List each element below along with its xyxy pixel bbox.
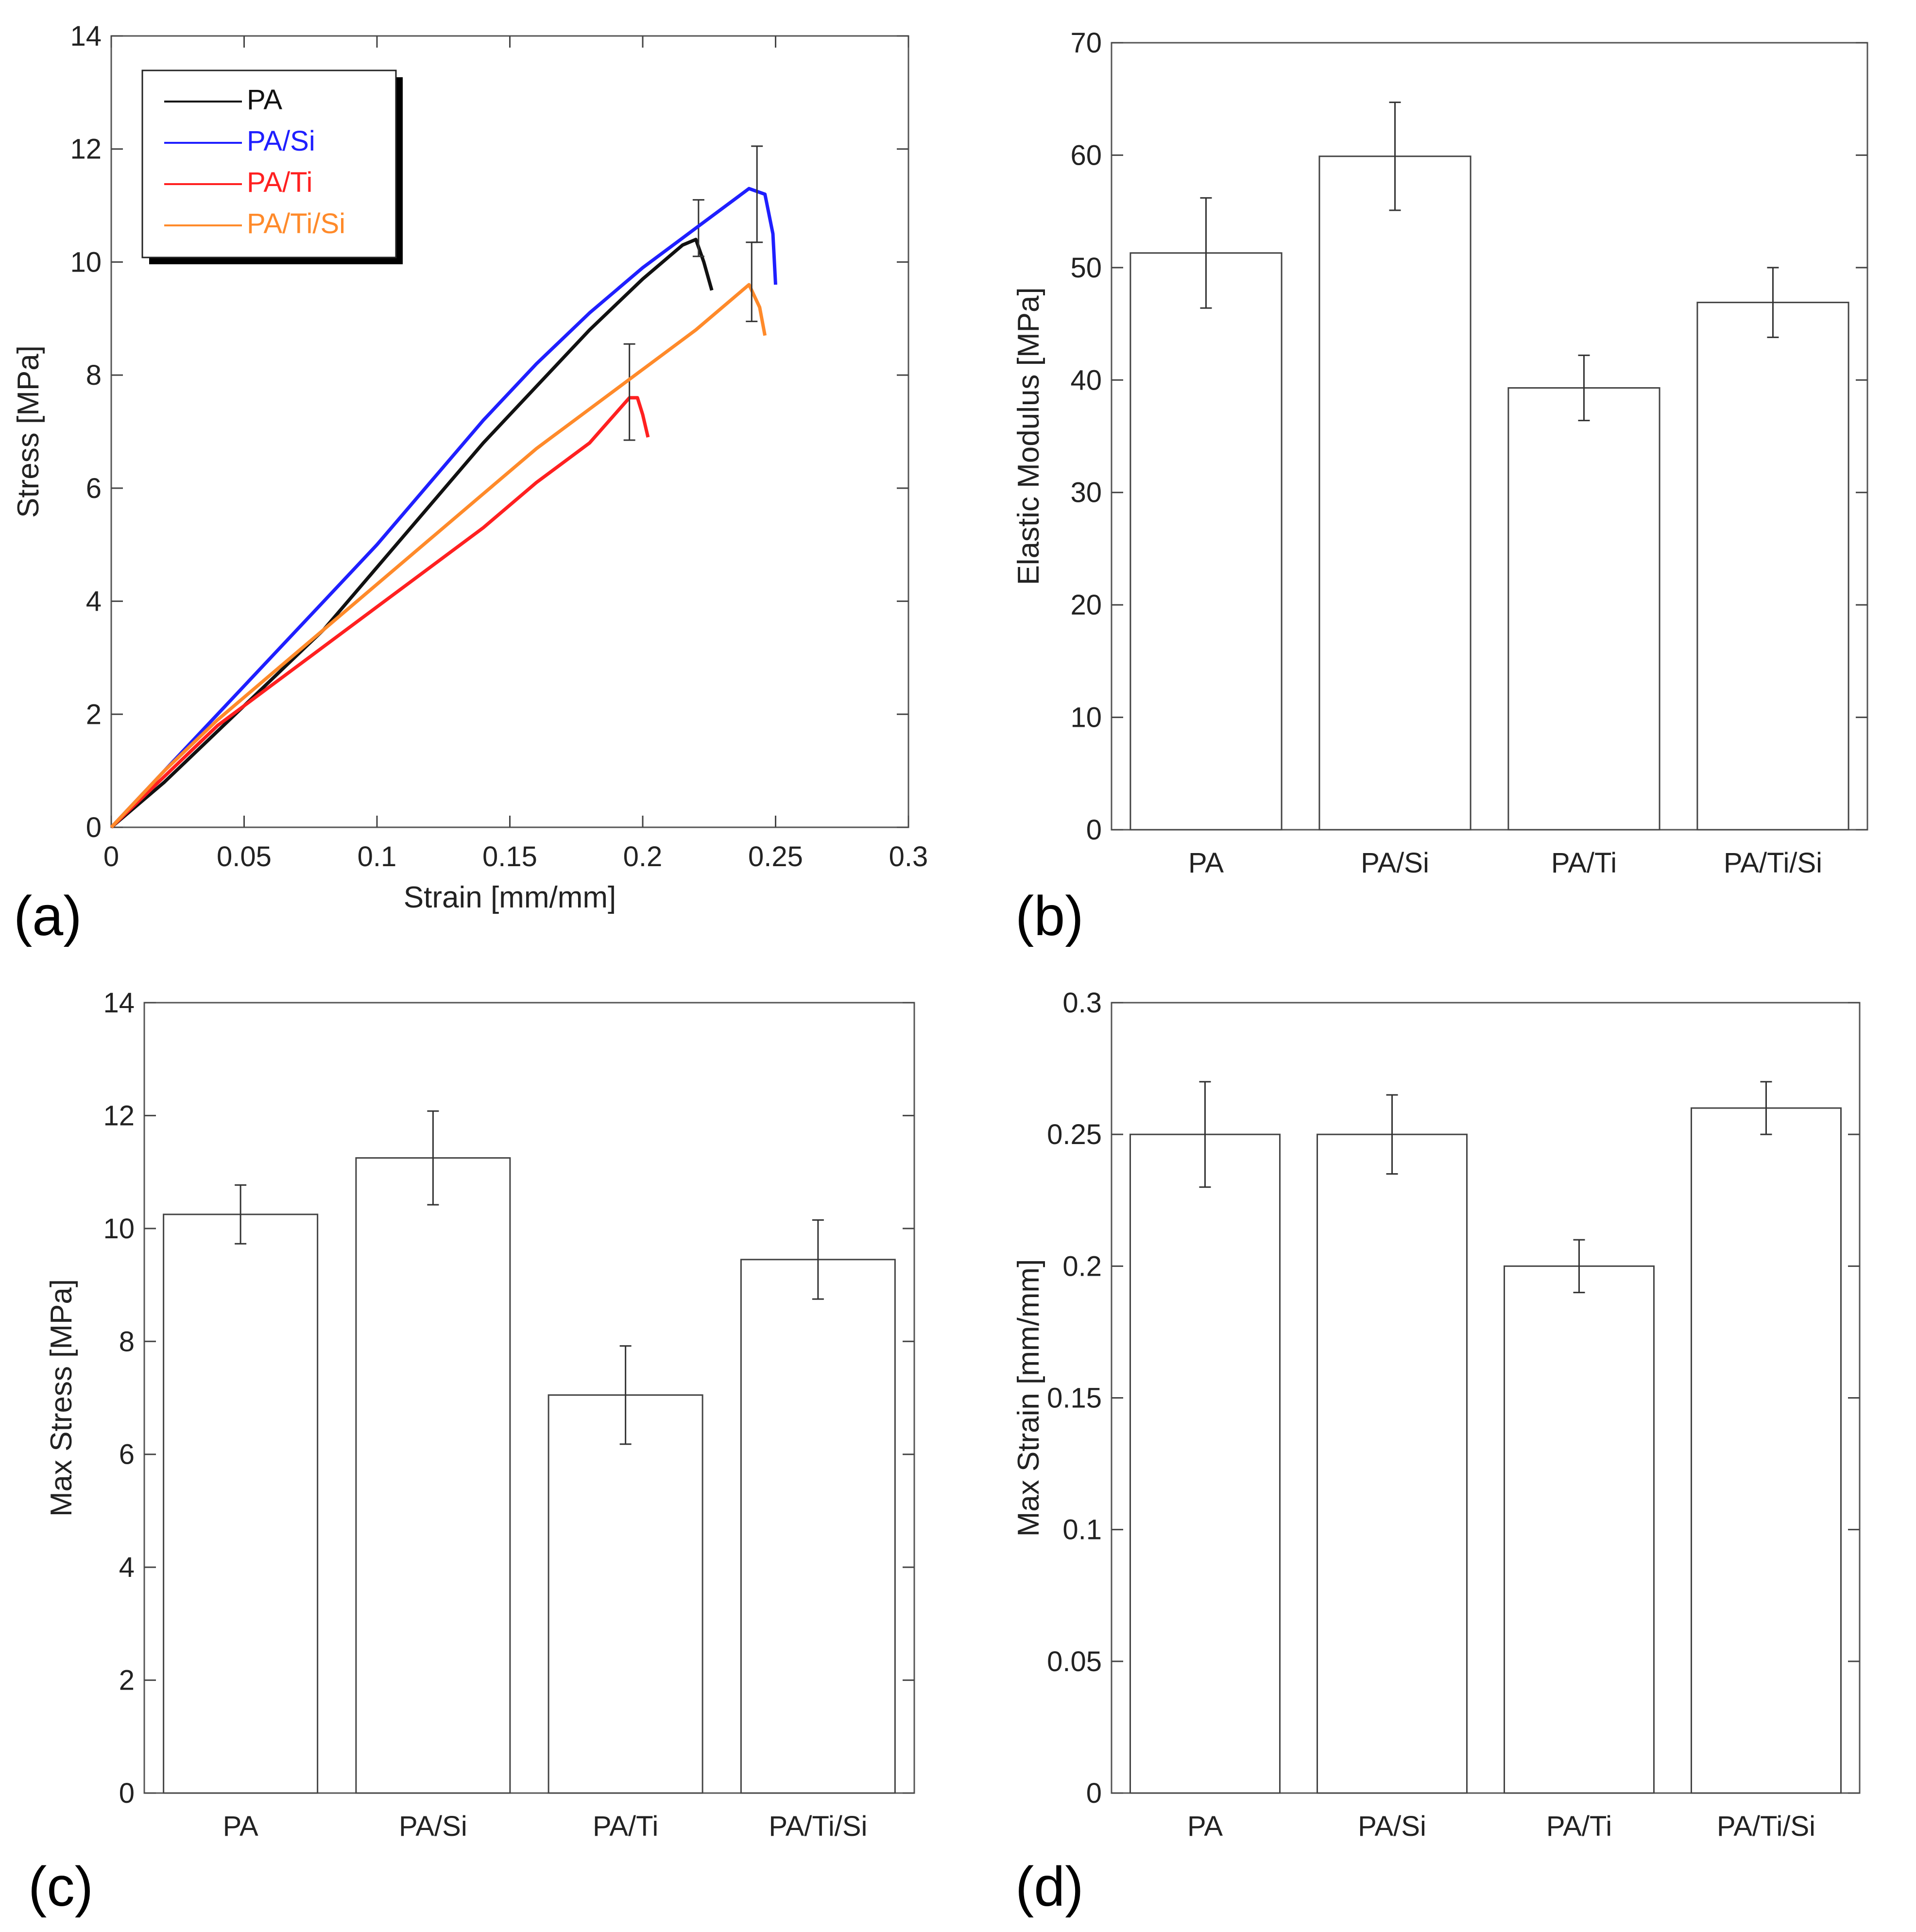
chart-d-bar: [1691, 1107, 1842, 1794]
chart-d-ytick-label: 0.15: [1047, 1383, 1102, 1414]
elastic-modulus-chart: 0 10 20 30 40 50 60 70 Elastic Modulus [MPa] PA PA…: [1012, 27, 1868, 879]
chart-b-ytick-label: 20: [1070, 589, 1102, 621]
chart-d-ytick-label: 0.05: [1047, 1646, 1102, 1677]
chart-d-ytick-label: 0.2: [1062, 1250, 1102, 1282]
chart-b-ytick-label: 0: [1086, 814, 1102, 846]
chart-a-xtick-label: 0.15: [482, 841, 537, 872]
chart-a-ytick-label: 2: [86, 699, 102, 730]
panel-letter-layer: (d): [1015, 1856, 1084, 1918]
chart-b-ylabel: Elastic Modulus [MPa]: [1012, 287, 1045, 585]
chart-d-bar: [1317, 1133, 1468, 1794]
chart-a-ytick-label: 14: [70, 20, 102, 52]
chart-c-ytick-label: 4: [119, 1552, 135, 1583]
panel-letter-a: (a): [14, 885, 82, 947]
chart-d-bar: [1129, 1133, 1281, 1794]
chart-b-ytick-label: 30: [1070, 477, 1102, 509]
chart-c-ytick-label: 14: [103, 987, 135, 1019]
panel-max-stress: 0 2 4 6 8 10 12 14 Max Stress [MPa] PA PA/Si PA/Ti P…: [0, 966, 958, 1932]
chart-b-bar: [1318, 155, 1471, 831]
series-line: [110, 283, 767, 829]
legend-entry: PA/Ti: [247, 167, 312, 198]
chart-a-ytick-label: 8: [86, 359, 102, 391]
chart-c-category-label: PA/Si: [399, 1811, 467, 1842]
chart-b-bar: [1507, 387, 1660, 831]
chart-d-ytick-label: 0.3: [1062, 987, 1102, 1019]
chart-a-xlabel: Strain [mm/mm]: [404, 881, 616, 914]
chart-c-category-label: PA/Ti/Si: [769, 1811, 867, 1842]
chart-b-ytick-label: 70: [1070, 27, 1102, 59]
chart-a-ytick-label: 0: [86, 812, 102, 843]
chart-a-ytick-label: 6: [86, 473, 102, 504]
max-strain-chart: 0 0.05 0.1 0.15 0.2 0.25 0.3 Max Strain [mm/mm]…: [1012, 987, 1861, 1842]
chart-c-bar: [547, 1394, 703, 1794]
chart-a-ytick-label: 10: [70, 246, 102, 278]
chart-c-ytick-label: 10: [103, 1213, 135, 1245]
chart-d-category-label: PA/Si: [1358, 1811, 1426, 1842]
chart-c-bar: [740, 1259, 896, 1794]
chart-b-category-label: PA/Ti/Si: [1724, 847, 1822, 879]
chart-b-ytick-label: 40: [1070, 364, 1102, 396]
chart-b-plot-frame: [1111, 42, 1868, 831]
chart-b-bar: [1696, 302, 1849, 831]
panel-letter-layer: (b): [1015, 885, 1084, 947]
chart-d-category-label: PA/Ti: [1546, 1811, 1612, 1842]
chart-c-category-label: PA/Ti: [593, 1811, 658, 1842]
chart-a-xtick-label: 0.05: [217, 841, 272, 872]
chart-c-plot-frame: [143, 1002, 915, 1794]
chart-b-category-label: PA/Ti: [1551, 847, 1617, 879]
chart-a-ytick-label: 12: [70, 134, 102, 165]
chart-c-ytick-label: 8: [119, 1326, 135, 1357]
panel-max-strain: 0 0.05 0.1 0.15 0.2 0.25 0.3 Max Strain [mm/mm]…: [958, 966, 1916, 1932]
chart-b-ytick-label: 50: [1070, 252, 1102, 284]
chart-c-bar: [163, 1214, 319, 1794]
panel-letter-layer: (c): [28, 1856, 93, 1918]
chart-d-bar: [1504, 1265, 1655, 1794]
series-line: [110, 396, 650, 829]
chart-d-ytick-label: 0: [1086, 1778, 1102, 1809]
chart-a-xtick-label: 0: [103, 841, 119, 872]
chart-c-category-label: PA: [223, 1811, 258, 1842]
chart-d-ytick-label: 0.25: [1047, 1119, 1102, 1150]
chart-c-ytick-label: 6: [119, 1439, 135, 1470]
chart-d-ylabel: Max Strain [mm/mm]: [1012, 1259, 1045, 1537]
stress-strain-chart: 0 2 4 6 8 10 12 14 Stress [MPa] 0 0.05 0.1 0.15 0.2 0.…: [12, 20, 928, 914]
legend-entry: PA/Si: [247, 125, 315, 157]
chart-a-xtick-label: 0.25: [748, 841, 803, 872]
chart-a-ytick-label: 4: [86, 586, 102, 617]
chart-b-ytick-label: 10: [1070, 702, 1102, 734]
chart-c-ytick-label: 2: [119, 1665, 135, 1696]
chart-d-category-label: PA/Ti/Si: [1717, 1811, 1815, 1842]
chart-b-category-label: PA: [1188, 847, 1224, 879]
panel-stress-strain: 0 2 4 6 8 10 12 14 Stress [MPa] 0 0.05 0.1 0.15 0.2 0.…: [0, 0, 958, 966]
chart-d-ytick-label: 0.1: [1062, 1514, 1102, 1546]
chart-a-xtick-label: 0.2: [623, 841, 663, 872]
chart-b-category-label: PA/Si: [1361, 847, 1429, 879]
panel-elastic-modulus: 0 10 20 30 40 50 60 70 Elastic Modulus [MPa] PA PA…: [958, 0, 1916, 966]
chart-a-xtick-label: 0.3: [889, 841, 928, 872]
chart-c-ytick-label: 0: [119, 1778, 135, 1809]
chart-a-xtick-label: 0.1: [358, 841, 397, 872]
legend-entry: PA: [247, 84, 282, 116]
max-stress-chart: 0 2 4 6 8 10 12 14 Max Stress [MPa] PA PA/Si PA/Ti P…: [45, 987, 915, 1842]
panel-letter-layer: (a): [14, 885, 82, 947]
chart-c-ylabel: Max Stress [MPa]: [45, 1279, 78, 1517]
chart-a-ylabel: Stress [MPa]: [12, 345, 45, 518]
chart-b-bar: [1129, 252, 1283, 831]
chart-c-ytick-label: 12: [103, 1100, 135, 1131]
legend-entry: PA/Ti/Si: [247, 208, 345, 239]
chart-b-ytick-label: 60: [1070, 139, 1102, 171]
panel-letter-c: (c): [28, 1856, 93, 1918]
chart-c-bar: [355, 1157, 511, 1794]
panel-letter-b: (b): [1015, 885, 1084, 947]
panel-letter-d: (d): [1015, 1856, 1084, 1918]
chart-d-category-label: PA: [1187, 1811, 1223, 1842]
